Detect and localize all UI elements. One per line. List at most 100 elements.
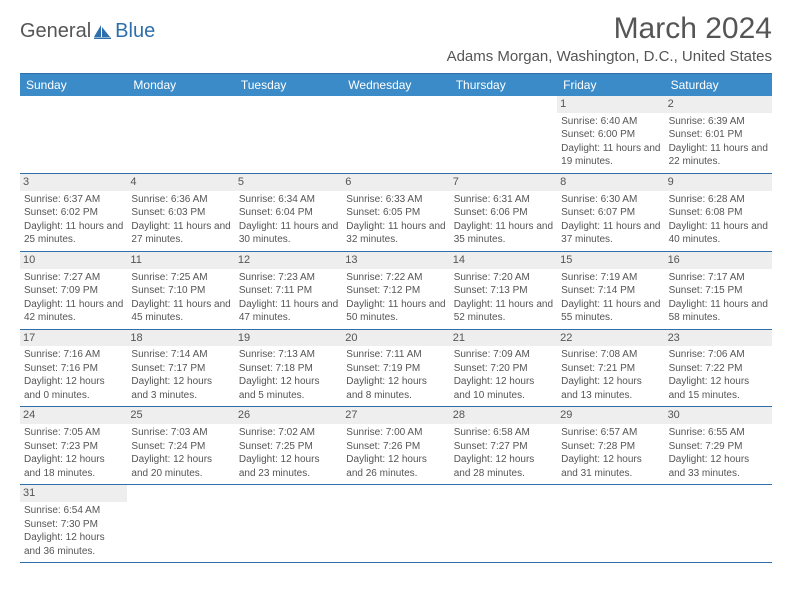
calendar-cell: 23Sunrise: 7:06 AMSunset: 7:22 PMDayligh… <box>665 330 772 408</box>
sunrise-text: Sunrise: 6:36 AM <box>131 193 230 207</box>
daylight-text: Daylight: 12 hours and 20 minutes. <box>131 453 230 480</box>
calendar-cell: 17Sunrise: 7:16 AMSunset: 7:16 PMDayligh… <box>20 330 127 408</box>
logo: General Blue <box>20 20 155 43</box>
daylight-text: Daylight: 12 hours and 33 minutes. <box>669 453 768 480</box>
month-title: March 2024 <box>447 12 772 46</box>
day-header: Thursday <box>450 74 557 96</box>
calendar-cell: 27Sunrise: 7:00 AMSunset: 7:26 PMDayligh… <box>342 407 449 485</box>
logo-text-general: General <box>20 20 91 43</box>
daylight-text: Daylight: 12 hours and 10 minutes. <box>454 375 553 402</box>
daylight-text: Daylight: 11 hours and 25 minutes. <box>24 220 123 247</box>
calendar-cell: 30Sunrise: 6:55 AMSunset: 7:29 PMDayligh… <box>665 407 772 485</box>
sunset-text: Sunset: 7:09 PM <box>24 284 123 298</box>
sunset-text: Sunset: 7:23 PM <box>24 440 123 454</box>
sunset-text: Sunset: 7:25 PM <box>239 440 338 454</box>
day-number: 13 <box>342 252 449 269</box>
sunset-text: Sunset: 7:22 PM <box>669 362 768 376</box>
sunrise-text: Sunrise: 6:39 AM <box>669 115 768 129</box>
sunset-text: Sunset: 7:14 PM <box>561 284 660 298</box>
calendar-cell: 26Sunrise: 7:02 AMSunset: 7:25 PMDayligh… <box>235 407 342 485</box>
day-number: 18 <box>127 330 234 347</box>
calendar-cell <box>127 485 234 563</box>
sunrise-text: Sunrise: 7:20 AM <box>454 271 553 285</box>
sunrise-text: Sunrise: 7:00 AM <box>346 426 445 440</box>
sunset-text: Sunset: 6:01 PM <box>669 128 768 142</box>
day-number: 5 <box>235 174 342 191</box>
day-number: 29 <box>557 407 664 424</box>
sunset-text: Sunset: 6:02 PM <box>24 206 123 220</box>
day-number: 22 <box>557 330 664 347</box>
day-number: 25 <box>127 407 234 424</box>
day-number: 7 <box>450 174 557 191</box>
sunset-text: Sunset: 7:17 PM <box>131 362 230 376</box>
daylight-text: Daylight: 12 hours and 0 minutes. <box>24 375 123 402</box>
sunset-text: Sunset: 7:19 PM <box>346 362 445 376</box>
logo-text-blue: Blue <box>115 20 155 43</box>
sunrise-text: Sunrise: 7:02 AM <box>239 426 338 440</box>
day-number: 30 <box>665 407 772 424</box>
day-header: Monday <box>127 74 234 96</box>
sunset-text: Sunset: 7:18 PM <box>239 362 338 376</box>
daylight-text: Daylight: 12 hours and 15 minutes. <box>669 375 768 402</box>
daylight-text: Daylight: 11 hours and 55 minutes. <box>561 298 660 325</box>
calendar-cell: 19Sunrise: 7:13 AMSunset: 7:18 PMDayligh… <box>235 330 342 408</box>
calendar-grid: SundayMondayTuesdayWednesdayThursdayFrid… <box>20 73 772 563</box>
calendar-cell: 16Sunrise: 7:17 AMSunset: 7:15 PMDayligh… <box>665 252 772 330</box>
calendar-cell: 21Sunrise: 7:09 AMSunset: 7:20 PMDayligh… <box>450 330 557 408</box>
calendar-cell <box>342 485 449 563</box>
location: Adams Morgan, Washington, D.C., United S… <box>447 48 772 65</box>
calendar-cell: 22Sunrise: 7:08 AMSunset: 7:21 PMDayligh… <box>557 330 664 408</box>
calendar-cell: 28Sunrise: 6:58 AMSunset: 7:27 PMDayligh… <box>450 407 557 485</box>
day-header: Saturday <box>665 74 772 96</box>
calendar-cell: 4Sunrise: 6:36 AMSunset: 6:03 PMDaylight… <box>127 174 234 252</box>
daylight-text: Daylight: 12 hours and 8 minutes. <box>346 375 445 402</box>
daylight-text: Daylight: 11 hours and 37 minutes. <box>561 220 660 247</box>
daylight-text: Daylight: 11 hours and 52 minutes. <box>454 298 553 325</box>
sunset-text: Sunset: 7:26 PM <box>346 440 445 454</box>
sunset-text: Sunset: 6:06 PM <box>454 206 553 220</box>
title-block: March 2024 Adams Morgan, Washington, D.C… <box>447 12 772 65</box>
sunset-text: Sunset: 7:20 PM <box>454 362 553 376</box>
sunset-text: Sunset: 7:13 PM <box>454 284 553 298</box>
daylight-text: Daylight: 12 hours and 23 minutes. <box>239 453 338 480</box>
daylight-text: Daylight: 12 hours and 18 minutes. <box>24 453 123 480</box>
day-number: 9 <box>665 174 772 191</box>
calendar-cell: 12Sunrise: 7:23 AMSunset: 7:11 PMDayligh… <box>235 252 342 330</box>
sunrise-text: Sunrise: 7:22 AM <box>346 271 445 285</box>
sunset-text: Sunset: 7:29 PM <box>669 440 768 454</box>
sunrise-text: Sunrise: 6:34 AM <box>239 193 338 207</box>
day-number: 23 <box>665 330 772 347</box>
sunrise-text: Sunrise: 7:06 AM <box>669 348 768 362</box>
day-number: 4 <box>127 174 234 191</box>
daylight-text: Daylight: 12 hours and 31 minutes. <box>561 453 660 480</box>
calendar-cell <box>20 96 127 174</box>
sunrise-text: Sunrise: 6:30 AM <box>561 193 660 207</box>
calendar-cell <box>557 485 664 563</box>
sunrise-text: Sunrise: 7:11 AM <box>346 348 445 362</box>
daylight-text: Daylight: 11 hours and 58 minutes. <box>669 298 768 325</box>
sunset-text: Sunset: 7:10 PM <box>131 284 230 298</box>
day-number: 10 <box>20 252 127 269</box>
calendar-cell: 25Sunrise: 7:03 AMSunset: 7:24 PMDayligh… <box>127 407 234 485</box>
day-header: Wednesday <box>342 74 449 96</box>
sunrise-text: Sunrise: 7:08 AM <box>561 348 660 362</box>
day-number: 2 <box>665 96 772 113</box>
calendar-cell: 11Sunrise: 7:25 AMSunset: 7:10 PMDayligh… <box>127 252 234 330</box>
sunrise-text: Sunrise: 7:14 AM <box>131 348 230 362</box>
day-number: 28 <box>450 407 557 424</box>
sunset-text: Sunset: 6:08 PM <box>669 206 768 220</box>
sunrise-text: Sunrise: 6:37 AM <box>24 193 123 207</box>
sunset-text: Sunset: 7:28 PM <box>561 440 660 454</box>
calendar-cell: 29Sunrise: 6:57 AMSunset: 7:28 PMDayligh… <box>557 407 664 485</box>
daylight-text: Daylight: 11 hours and 50 minutes. <box>346 298 445 325</box>
sunrise-text: Sunrise: 7:25 AM <box>131 271 230 285</box>
sunset-text: Sunset: 7:15 PM <box>669 284 768 298</box>
calendar-cell: 14Sunrise: 7:20 AMSunset: 7:13 PMDayligh… <box>450 252 557 330</box>
daylight-text: Daylight: 11 hours and 47 minutes. <box>239 298 338 325</box>
sunrise-text: Sunrise: 6:54 AM <box>24 504 123 518</box>
daylight-text: Daylight: 11 hours and 19 minutes. <box>561 142 660 169</box>
sunset-text: Sunset: 7:11 PM <box>239 284 338 298</box>
day-header: Tuesday <box>235 74 342 96</box>
day-number: 17 <box>20 330 127 347</box>
sunset-text: Sunset: 6:07 PM <box>561 206 660 220</box>
